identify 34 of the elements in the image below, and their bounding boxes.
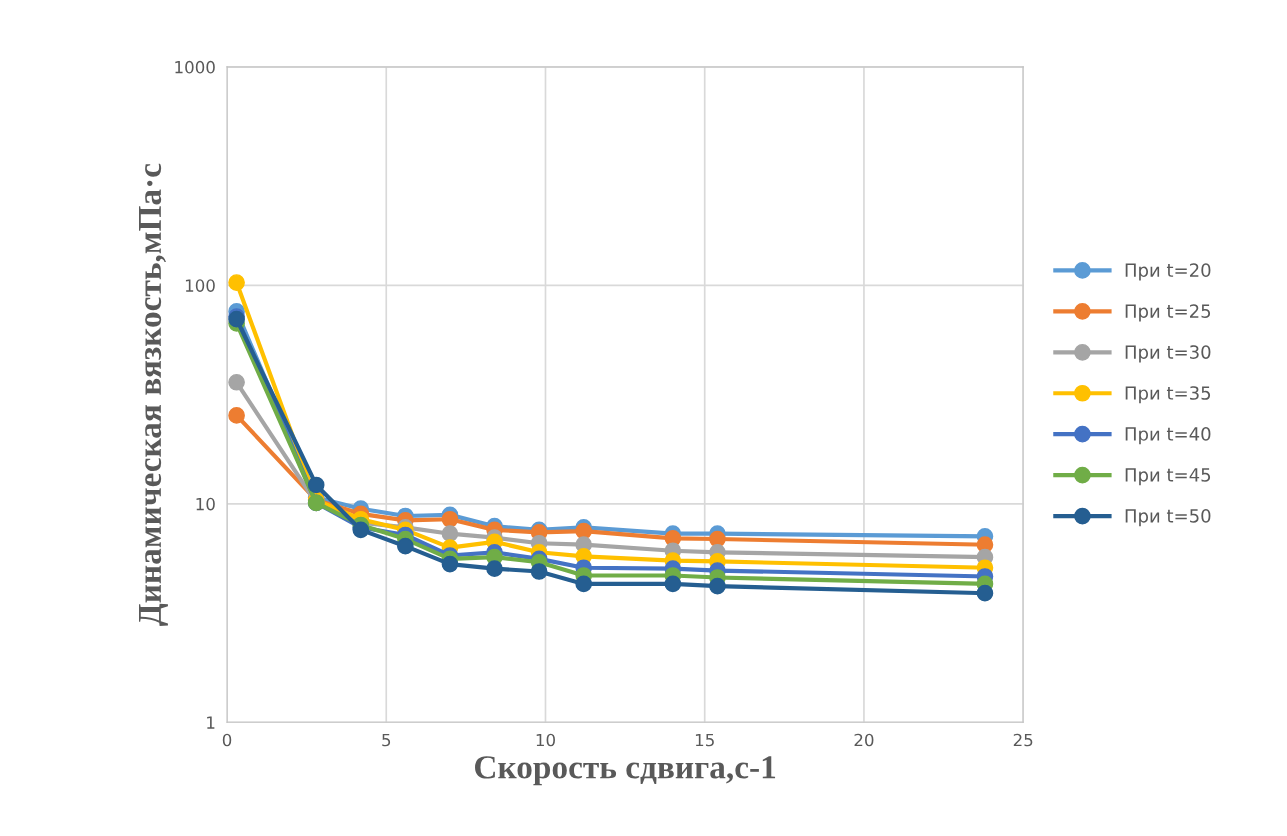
point xyxy=(575,575,593,593)
legend-label: При t=35 xyxy=(1125,386,1211,404)
x-axis-title: Скорость сдвига,с-1 xyxy=(475,756,776,786)
y-tick-label: 100 xyxy=(185,279,215,292)
legend-label: При t=40 xyxy=(1125,427,1211,445)
point xyxy=(441,525,459,543)
y-tick-label: 10 xyxy=(196,497,215,511)
point xyxy=(530,563,548,580)
legend-label: При t=50 xyxy=(1125,509,1211,527)
point xyxy=(228,373,245,391)
point xyxy=(976,584,994,602)
x-tick-label: 15 xyxy=(695,733,714,747)
x-tick-label: 10 xyxy=(536,733,555,747)
x-tick-label: 25 xyxy=(1013,733,1033,747)
legend-label: При t=20 xyxy=(1125,263,1211,281)
point xyxy=(228,274,245,291)
point xyxy=(441,510,459,528)
y-tick-label: 1000 xyxy=(175,60,215,74)
point xyxy=(575,522,593,540)
point xyxy=(486,560,503,577)
point xyxy=(397,537,414,555)
y-tick-label: 1 xyxy=(207,716,215,729)
point xyxy=(664,575,682,593)
x-tick-label: 0 xyxy=(222,733,232,747)
y-axis-title: Динамическая вязкость,мПа·с xyxy=(139,163,168,626)
point xyxy=(709,577,726,595)
x-tick-label: 20 xyxy=(854,733,874,747)
legend-label: При t=45 xyxy=(1125,468,1211,486)
legend-label: При t=25 xyxy=(1125,304,1211,322)
x-tick-label: 5 xyxy=(382,733,391,747)
point xyxy=(441,555,459,573)
legend-label: При t=30 xyxy=(1125,345,1211,363)
point xyxy=(307,476,325,494)
point xyxy=(228,407,245,424)
